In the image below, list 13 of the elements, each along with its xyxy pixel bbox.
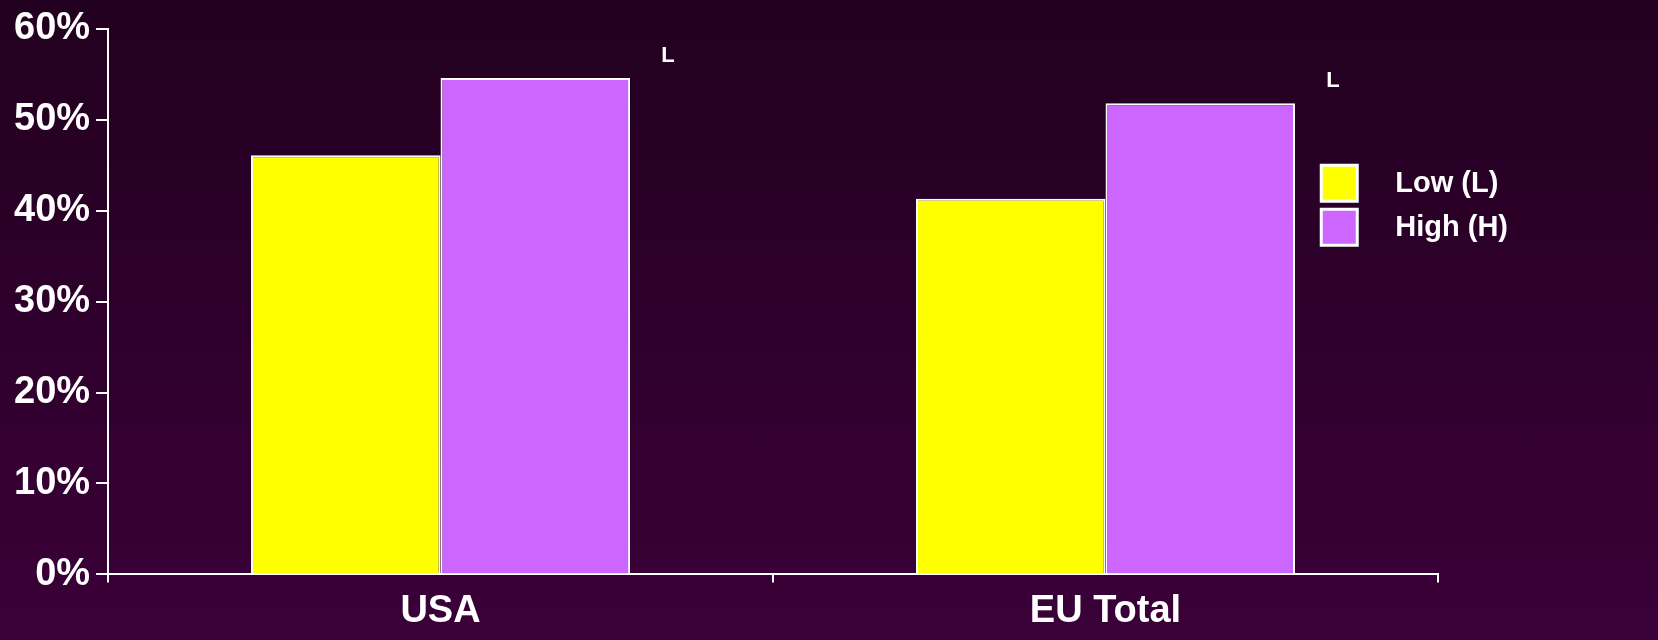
y-tick-label: 60% bbox=[13, 5, 91, 48]
y-tick-label: 0% bbox=[35, 550, 91, 593]
x-tick-label: USA bbox=[400, 587, 481, 630]
y-tick-label: 50% bbox=[13, 96, 91, 139]
y-tick-label: 30% bbox=[13, 278, 91, 321]
y-tick-label: 10% bbox=[13, 459, 91, 502]
legend-label: Low (L) bbox=[1395, 166, 1499, 199]
legend-label: High (H) bbox=[1395, 210, 1509, 243]
annotation: L bbox=[661, 41, 675, 67]
y-tick-label: 20% bbox=[13, 369, 91, 412]
annotation: L bbox=[1326, 67, 1340, 93]
x-tick-label: EU Total bbox=[1029, 587, 1182, 630]
y-tick-label: 40% bbox=[13, 187, 91, 230]
